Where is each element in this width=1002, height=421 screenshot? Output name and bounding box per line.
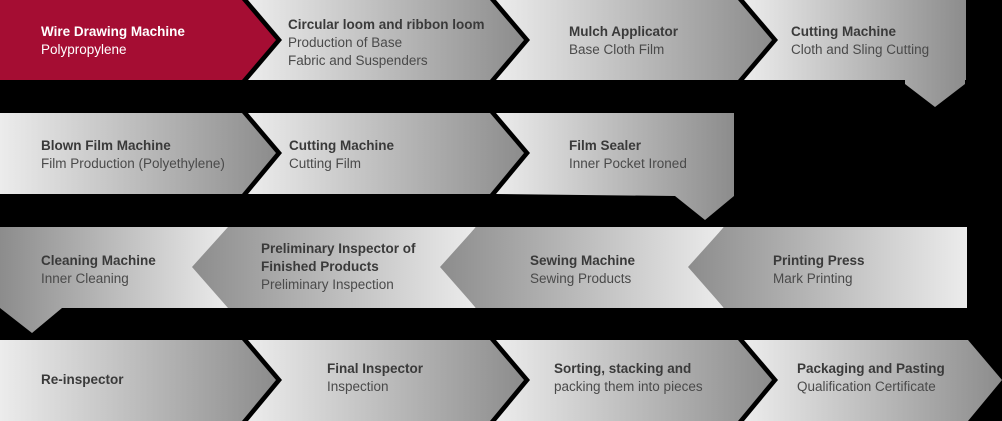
step-shape-cutting-film[interactable] <box>248 113 524 194</box>
step-shape-preliminary-inspector[interactable] <box>192 227 476 308</box>
step-title: Mulch Applicator <box>569 24 679 39</box>
step-label-circular-loom: Circular loom and ribbon loom Production… <box>288 16 485 70</box>
step-subtitle-line2: Fabric and Suspenders <box>288 53 428 68</box>
step-title: Re-inspector <box>41 372 124 387</box>
step-shape-re-inspector[interactable] <box>0 340 276 421</box>
step-title: Preliminary Inspector of <box>261 241 416 256</box>
step-title: Packaging and Pasting <box>797 361 945 376</box>
step-subtitle: Cutting Film <box>289 156 362 171</box>
step-label-sewing-machine: Sewing Machine Sewing Products <box>530 252 635 288</box>
step-title: Wire Drawing Machine <box>41 24 185 39</box>
step-shape-wire-drawing[interactable] <box>0 0 276 80</box>
step-shape-sewing-machine[interactable] <box>440 227 724 308</box>
step-label-cutting-cloth: Cutting Machine Cloth and Sling Cutting <box>791 23 929 59</box>
step-title: Sewing Machine <box>530 253 636 268</box>
step-label-packaging-pasting: Packaging and Pasting Qualification Cert… <box>797 360 945 396</box>
step-subtitle: Film Production (Polyethylene) <box>41 156 225 171</box>
step-label-final-inspector: Final Inspector Inspection <box>327 360 423 396</box>
step-label-blown-film: Blown Film Machine Film Production (Poly… <box>41 137 225 173</box>
step-shape-blown-film[interactable] <box>0 113 276 194</box>
step-subtitle: Base Cloth Film <box>569 42 665 57</box>
step-label-wire-drawing: Wire Drawing Machine Polypropylene <box>41 23 185 59</box>
step-subtitle: Production of Base <box>288 35 403 50</box>
step-title: Final Inspector <box>327 361 424 376</box>
step-shape-cutting-cloth[interactable] <box>744 0 966 107</box>
step-label-sorting-stacking: Sorting, stacking and packing them into … <box>554 360 703 396</box>
step-label-mulch-applicator: Mulch Applicator Base Cloth Film <box>569 23 678 59</box>
step-label-preliminary-inspector: Preliminary Inspector of Finished Produc… <box>261 240 416 294</box>
step-subtitle: Inner Cleaning <box>41 271 129 286</box>
step-label-cleaning-machine: Cleaning Machine Inner Cleaning <box>41 252 156 288</box>
step-title: Blown Film Machine <box>41 138 171 153</box>
step-subtitle: Inner Pocket Ironed <box>569 156 687 171</box>
step-shape-mulch-applicator[interactable] <box>496 0 772 80</box>
step-subtitle: Cloth and Sling Cutting <box>791 42 930 57</box>
step-shape-packaging-pasting[interactable] <box>744 340 1002 421</box>
step-title: Printing Press <box>773 253 865 268</box>
step-subtitle: Inspection <box>327 379 389 394</box>
step-label-film-sealer: Film Sealer Inner Pocket Ironed <box>569 137 687 173</box>
step-subtitle: Sewing Products <box>530 271 632 286</box>
step-shape-cleaning-machine[interactable] <box>0 227 230 333</box>
step-shape-final-inspector[interactable] <box>248 340 524 421</box>
step-subtitle: packing them into pieces <box>554 379 703 394</box>
step-title: Film Sealer <box>569 138 642 153</box>
step-shape-printing-press[interactable] <box>688 227 967 308</box>
step-subtitle: Preliminary Inspection <box>261 277 394 292</box>
step-title: Cleaning Machine <box>41 253 156 268</box>
step-subtitle: Polypropylene <box>41 42 127 57</box>
step-label-printing-press: Printing Press Mark Printing <box>773 252 865 288</box>
step-title: Cutting Machine <box>289 138 394 153</box>
step-title: Cutting Machine <box>791 24 896 39</box>
step-label-cutting-film: Cutting Machine Cutting Film <box>289 137 394 173</box>
step-shape-film-sealer[interactable] <box>496 113 734 220</box>
step-subtitle: Qualification Certificate <box>797 379 936 394</box>
step-subtitle: Mark Printing <box>773 271 853 286</box>
step-shape-sorting-stacking[interactable] <box>496 340 772 421</box>
step-shape-circular-loom[interactable] <box>248 0 524 80</box>
step-label-re-inspector: Re-inspector <box>41 371 124 389</box>
step-title: Circular loom and ribbon loom <box>288 17 485 32</box>
step-title-line2: Finished Products <box>261 259 379 274</box>
step-title: Sorting, stacking and <box>554 361 692 376</box>
